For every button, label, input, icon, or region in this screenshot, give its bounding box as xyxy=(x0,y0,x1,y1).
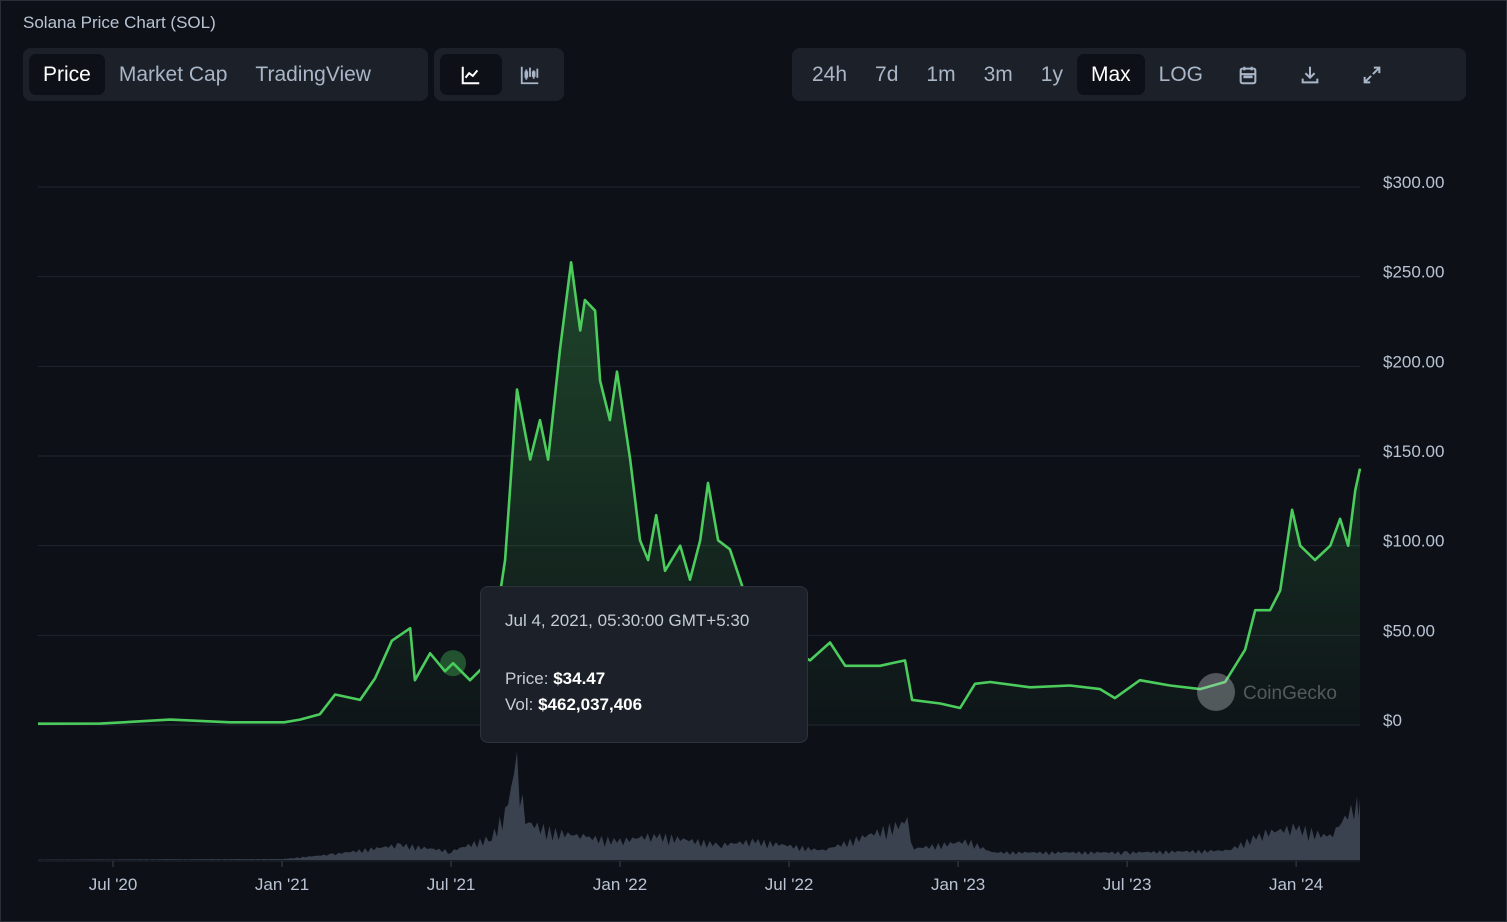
calendar-icon xyxy=(1239,66,1257,84)
candlestick-chart-button[interactable] xyxy=(502,54,558,95)
chart-title: Solana Price Chart (SOL) xyxy=(23,13,216,32)
hover-tooltip: Jul 4, 2021, 05:30:00 GMT+5:30 Price: $3… xyxy=(480,586,808,743)
chart-type-toggle xyxy=(434,48,564,101)
tooltip-vol-label: Vol: xyxy=(505,695,534,714)
log-scale-toggle[interactable]: LOG xyxy=(1158,62,1204,86)
candlestick-chart-icon xyxy=(520,66,539,84)
range-1y[interactable]: 1y xyxy=(1040,62,1063,86)
range-max[interactable]: Max xyxy=(1076,54,1145,95)
fullscreen-button[interactable] xyxy=(1341,54,1403,95)
range-toolbar: 24h 7d 1m 3m 1y Max LOG xyxy=(792,48,1466,101)
tooltip-price: $34.47 xyxy=(553,669,606,688)
metric-tabs: Price Market Cap TradingView xyxy=(23,48,428,101)
tab-tradingview[interactable]: TradingView xyxy=(255,62,371,86)
tooltip-date: Jul 4, 2021, 05:30:00 GMT+5:30 xyxy=(505,611,750,630)
line-chart-button[interactable] xyxy=(440,54,502,95)
range-7d[interactable]: 7d xyxy=(875,62,899,86)
tooltip-volume: $462,037,406 xyxy=(538,695,643,714)
download-icon xyxy=(1301,66,1319,83)
range-1m[interactable]: 1m xyxy=(926,62,956,86)
tooltip-price-label: Price: xyxy=(505,669,549,688)
tab-market-cap[interactable]: Market Cap xyxy=(118,62,228,86)
download-button[interactable] xyxy=(1279,54,1341,95)
line-chart-icon xyxy=(461,66,480,84)
range-24h[interactable]: 24h xyxy=(812,62,848,86)
range-3m[interactable]: 3m xyxy=(983,62,1013,86)
calendar-button[interactable] xyxy=(1217,54,1279,95)
tab-price[interactable]: Price xyxy=(29,54,105,95)
fullscreen-icon xyxy=(1363,66,1381,83)
